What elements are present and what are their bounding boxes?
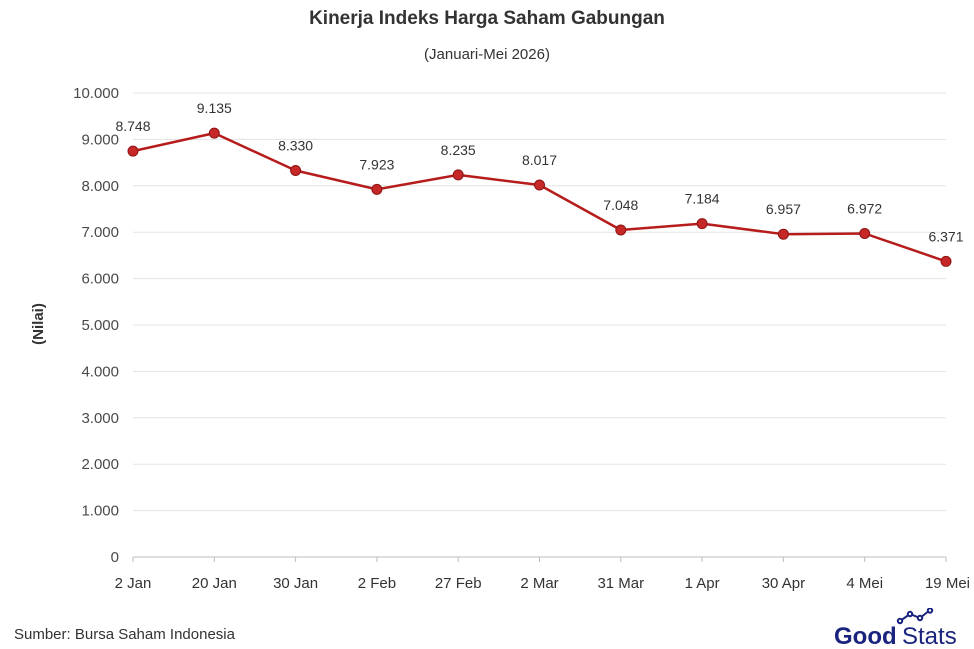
y-axis-ticks: 0 1.000 2.000 3.000 4.000 5.000 6.000 7.000 8.00… [73, 85, 119, 566]
x-tick-label: 20 Jan [192, 575, 237, 592]
data-point [859, 227, 871, 239]
data-point [615, 224, 627, 236]
data-point [777, 228, 789, 240]
x-tick-label: 2 Mar [520, 575, 558, 592]
x-tick-label: 2 Jan [115, 575, 152, 592]
data-label: 7.923 [359, 156, 394, 172]
data-labels: 8.748 9.135 8.330 7.923 8.235 8.017 7.048 7.184… [115, 100, 963, 244]
x-tick-label: 19 Mei [925, 575, 970, 592]
y-axis-title: (Nilai) [30, 303, 47, 345]
x-tick-label: 27 Feb [435, 575, 482, 592]
y-tick-label: 9.000 [81, 131, 119, 148]
goodstats-logo: Good Stats [834, 608, 957, 648]
chart-title: Kinerja Indeks Harga Saham Gabungan [309, 8, 665, 29]
line-chart: 0 1.000 2.000 3.000 4.000 5.000 6.000 7.000 8.00… [30, 85, 970, 592]
data-point [534, 179, 545, 191]
source-note: Sumber: Bursa Saham Indonesia [14, 626, 235, 643]
data-label: 8.017 [522, 152, 557, 168]
y-tick-label: 0 [111, 549, 119, 566]
data-point [127, 145, 139, 157]
x-tick-label: 1 Apr [685, 575, 720, 592]
logo-good-text: Good [834, 623, 897, 648]
x-tick-label: 2 Feb [358, 575, 396, 592]
trend-icon [896, 608, 934, 625]
data-label: 6.371 [928, 228, 963, 244]
x-tick-label: 30 Jan [273, 575, 318, 592]
chart-subtitle: (Januari-Mei 2026) [424, 46, 550, 63]
x-tick-label: 31 Mar [597, 575, 644, 592]
data-label: 9.135 [197, 100, 232, 116]
data-point [371, 183, 383, 195]
data-point [696, 218, 708, 230]
data-label: 6.957 [766, 201, 801, 217]
data-label: 7.184 [685, 191, 720, 207]
x-tick-label: 4 Mei [846, 575, 883, 592]
data-points [127, 127, 952, 267]
y-tick-label: 6.000 [81, 271, 119, 288]
y-tick-label: 7.000 [81, 224, 119, 241]
data-label: 6.972 [847, 200, 882, 216]
y-tick-label: 1.000 [81, 503, 119, 520]
data-label: 7.048 [603, 197, 638, 213]
data-label: 8.748 [115, 118, 150, 134]
data-label: 8.330 [278, 137, 313, 153]
y-tick-label: 10.000 [73, 85, 119, 102]
data-point [290, 164, 302, 176]
data-point [452, 169, 464, 181]
y-tick-label: 8.000 [81, 178, 119, 195]
y-tick-label: 5.000 [81, 317, 119, 334]
x-tick-label: 30 Apr [762, 575, 805, 592]
data-point [208, 127, 220, 139]
logo-stats-text: Stats [902, 623, 957, 648]
y-tick-label: 4.000 [81, 363, 119, 380]
x-axis-ticks: 2 Jan 20 Jan 30 Jan 2 Feb 27 Feb 2 Mar 31 Mar 1… [115, 557, 970, 592]
data-point [940, 255, 952, 267]
data-label: 8.235 [441, 142, 476, 158]
y-tick-label: 2.000 [81, 456, 119, 473]
y-tick-label: 3.000 [81, 410, 119, 427]
grid-lines [133, 92, 946, 558]
